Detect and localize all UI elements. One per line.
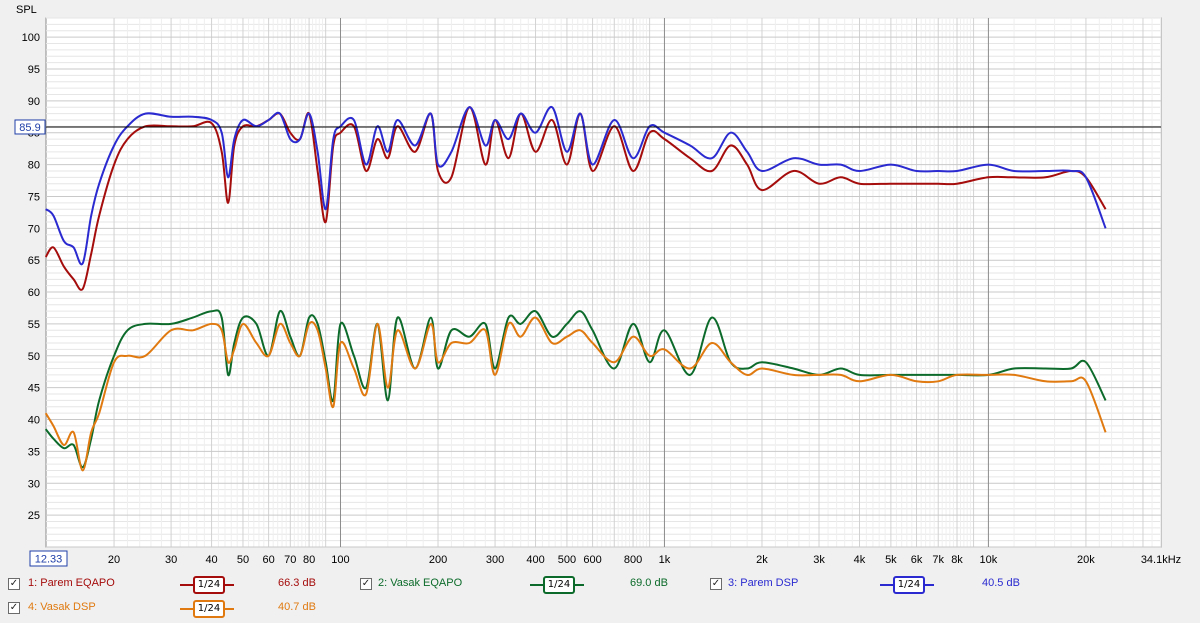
x-tick-label: 300 <box>486 554 504 566</box>
series-3-smoothing-button[interactable]: 1/24 <box>880 576 934 594</box>
y-tick-label: 95 <box>28 64 40 76</box>
x-tick-label: 20 <box>108 554 120 566</box>
x-tick-label: 60 <box>262 554 274 566</box>
series-2-level: 69.0 dB <box>630 577 668 589</box>
y-tick-label: 65 <box>28 255 40 267</box>
series-2-line[interactable] <box>44 309 1107 469</box>
legend-row-2: ✓ 4: Vasak DSP 1/24 40.7 dB <box>0 598 1200 620</box>
series-3-checkbox[interactable]: ✓ <box>710 578 722 590</box>
level-cursor-readout: 85.9 <box>14 119 46 135</box>
x-tick-label: 40 <box>205 554 217 566</box>
series-1-checkbox[interactable]: ✓ <box>8 578 20 590</box>
x-start-readout: 12.33 <box>29 550 68 567</box>
x-tick-label: 600 <box>583 554 601 566</box>
series-1-name: 1: Parem EQAPO <box>28 577 115 589</box>
y-tick-label: 60 <box>28 287 40 299</box>
frequency-response-chart[interactable]: 253035404550556065707580859095100 203040… <box>0 0 1200 575</box>
series-1-line[interactable] <box>44 106 1107 291</box>
series-4-line[interactable] <box>44 316 1107 472</box>
y-tick-label: 55 <box>28 319 40 331</box>
series-2-smoothing-button[interactable]: 1/24 <box>530 576 584 594</box>
x-tick-label: 800 <box>624 554 642 566</box>
y-tick-label: 30 <box>28 478 40 490</box>
series-2-checkbox[interactable]: ✓ <box>360 578 372 590</box>
x-tick-label: 2k <box>756 554 768 566</box>
series-4-checkbox[interactable]: ✓ <box>8 602 20 614</box>
x-tick-label: 7k <box>932 554 944 566</box>
y-tick-label: 40 <box>28 415 40 427</box>
series-4-name: 4: Vasak DSP <box>28 601 96 613</box>
x-tick-label: 400 <box>526 554 544 566</box>
y-tick-label: 70 <box>28 223 40 235</box>
x-tick-label: 10k <box>980 554 998 566</box>
x-tick-label: 500 <box>558 554 576 566</box>
x-tick-label: 80 <box>303 554 315 566</box>
x-tick-label: 4k <box>854 554 866 566</box>
y-tick-label: 100 <box>22 32 40 44</box>
y-tick-label: 80 <box>28 160 40 172</box>
series-2-name: 2: Vasak EQAPO <box>378 577 463 589</box>
series-3-level: 40.5 dB <box>982 577 1020 589</box>
plot-area[interactable] <box>45 17 1162 548</box>
x-tick-label: 100 <box>331 554 349 566</box>
x-tick-label: 3k <box>813 554 825 566</box>
series-4-level: 40.7 dB <box>278 601 316 613</box>
series-1-smoothing-button[interactable]: 1/24 <box>180 576 234 594</box>
x-tick-label: 30 <box>165 554 177 566</box>
x-tick-label: 20k <box>1077 554 1095 566</box>
y-axis-label: SPL <box>16 4 37 16</box>
x-tick-label: 50 <box>237 554 249 566</box>
x-tick-label: 70 <box>284 554 296 566</box>
y-tick-label: 25 <box>28 510 40 522</box>
series-1-level: 66.3 dB <box>278 577 316 589</box>
x-tick-label: 5k <box>885 554 897 566</box>
x-tick-label: 8k <box>951 554 963 566</box>
svg-text:85.9: 85.9 <box>19 122 40 134</box>
x-tick-label: 200 <box>429 554 447 566</box>
y-tick-label: 75 <box>28 191 40 203</box>
x-axis-unit-label: 34.1kHz <box>1141 554 1181 566</box>
y-tick-label: 45 <box>28 383 40 395</box>
x-tick-label: 1k <box>659 554 671 566</box>
y-tick-label: 35 <box>28 446 40 458</box>
svg-text:12.33: 12.33 <box>35 554 63 566</box>
x-tick-label: 6k <box>911 554 923 566</box>
series-3-line[interactable] <box>45 106 1107 266</box>
y-tick-label: 50 <box>28 351 40 363</box>
series-4-smoothing-button[interactable]: 1/24 <box>180 600 234 618</box>
y-tick-label: 90 <box>28 96 40 108</box>
series-3-name: 3: Parem DSP <box>728 577 799 589</box>
legend-row-1: ✓ 1: Parem EQAPO 1/24 66.3 dB ✓ 2: Vasak… <box>0 574 1200 596</box>
